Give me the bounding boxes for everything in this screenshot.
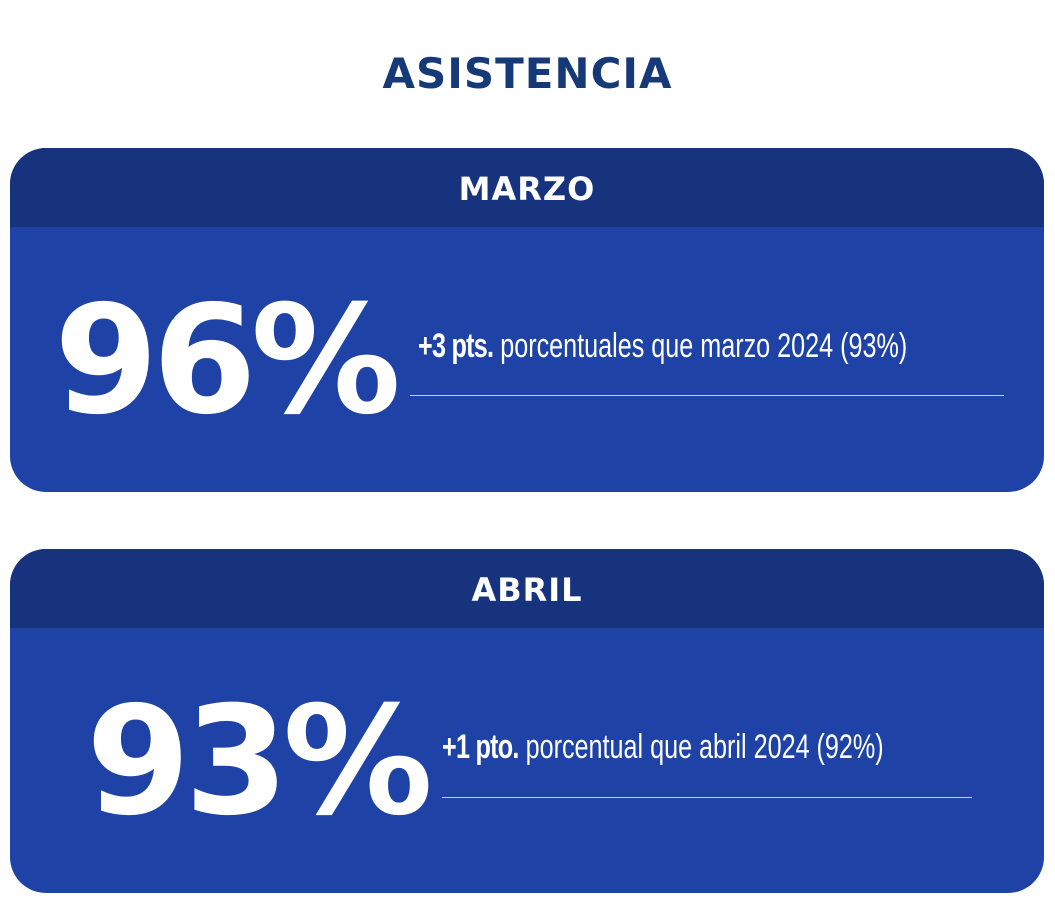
comparison-text: +1 pto. porcentual que abril 2024 (92%)	[442, 727, 884, 767]
card-header-month: MARZO	[10, 148, 1044, 227]
card-marzo: MARZO 96% +3 pts. porcentuales que marzo…	[10, 148, 1044, 492]
divider-line	[442, 797, 972, 798]
attendance-percentage: 96%	[54, 274, 401, 448]
comparison-description: porcentuales que marzo 2024 (93%)	[493, 327, 908, 365]
delta-value: +3 pts.	[418, 327, 494, 365]
page-title: ASISTENCIA	[382, 49, 673, 98]
comparison-description: porcentual que abril 2024 (92%)	[518, 728, 884, 766]
card-header-month: ABRIL	[10, 549, 1044, 628]
card-abril: ABRIL 93% +1 pto. porcentual que abril 2…	[10, 549, 1044, 893]
divider-line	[410, 395, 1004, 396]
comparison-text: +3 pts. porcentuales que marzo 2024 (93%…	[418, 326, 907, 366]
delta-value: +1 pto.	[442, 728, 519, 766]
attendance-percentage: 93%	[86, 675, 433, 849]
